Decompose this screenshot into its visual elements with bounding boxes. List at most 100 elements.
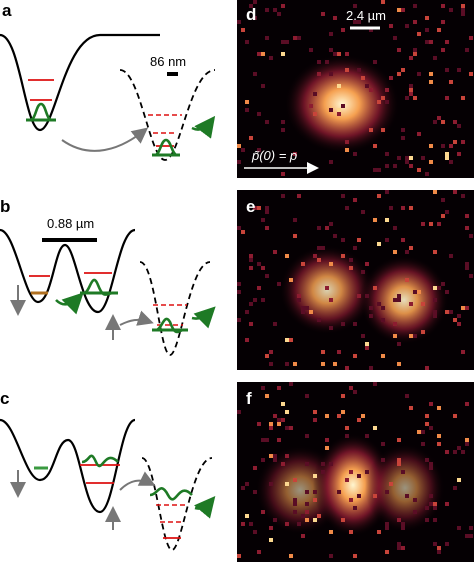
pixel	[381, 306, 385, 310]
pixel	[257, 206, 261, 210]
pixel	[401, 238, 405, 242]
pixel	[345, 434, 349, 438]
pixel	[437, 550, 441, 554]
pixel	[341, 518, 345, 522]
pixel	[465, 306, 469, 310]
pixel	[357, 418, 361, 422]
pixel	[425, 422, 429, 426]
pixel	[381, 96, 385, 100]
pixel	[373, 382, 377, 386]
pixel	[461, 194, 465, 198]
pixel	[281, 52, 285, 56]
pixel	[285, 454, 289, 458]
pixel	[253, 466, 257, 470]
pixel	[305, 394, 309, 398]
pixel	[349, 266, 353, 270]
pixel	[237, 554, 241, 558]
pixel	[433, 542, 437, 546]
pixel	[397, 462, 401, 466]
pixel	[253, 298, 257, 302]
pixel	[317, 246, 321, 250]
pixel	[449, 310, 453, 314]
pixel	[265, 394, 269, 398]
pixel	[305, 462, 309, 466]
pixel	[421, 222, 425, 226]
pixel	[437, 546, 441, 550]
pixel	[461, 306, 465, 310]
pixel	[329, 72, 333, 76]
pixel	[261, 458, 265, 462]
scale-label: 0.88 µm	[47, 216, 94, 231]
pixel	[365, 470, 369, 474]
pixel	[285, 40, 289, 44]
pixel	[297, 522, 301, 526]
pixel	[373, 168, 377, 172]
pixel	[385, 522, 389, 526]
pixel	[457, 68, 461, 72]
pixel	[457, 446, 461, 450]
pixel	[397, 362, 401, 366]
pixel	[321, 12, 325, 16]
pixel	[257, 112, 261, 116]
pixel	[449, 144, 453, 148]
pixel	[453, 318, 457, 322]
pixel	[429, 502, 433, 506]
wavefunction	[154, 138, 178, 157]
pixel	[465, 266, 469, 270]
pixel	[333, 16, 337, 20]
pixel	[253, 490, 257, 494]
pixel	[461, 8, 465, 12]
pixel	[337, 108, 341, 112]
pixel	[409, 84, 413, 88]
pixel	[237, 160, 241, 164]
pixel	[433, 314, 437, 318]
pixel	[261, 266, 265, 270]
pixel	[269, 350, 273, 354]
images	[237, 0, 474, 562]
pixel	[301, 262, 305, 266]
pixel	[329, 554, 333, 558]
pixel	[245, 40, 249, 44]
pixel	[437, 28, 441, 32]
pixel	[341, 254, 345, 258]
pixel	[321, 246, 325, 250]
pixel	[457, 478, 461, 482]
pixel	[289, 426, 293, 430]
pixel	[457, 314, 461, 318]
pixel	[413, 334, 417, 338]
pixel	[349, 386, 353, 390]
pixel	[341, 194, 345, 198]
pixel	[405, 250, 409, 254]
pixel	[393, 298, 397, 302]
pixel	[257, 262, 261, 266]
pixel	[249, 522, 253, 526]
pixel	[429, 462, 433, 466]
pixel	[345, 366, 349, 370]
pixel	[281, 120, 285, 124]
pixel	[317, 72, 321, 76]
pixel	[281, 462, 285, 466]
pixel	[453, 120, 457, 124]
pixel	[341, 410, 345, 414]
pixel	[361, 76, 365, 80]
pixel	[397, 458, 401, 462]
pixel	[345, 206, 349, 210]
panel-b: b 0.88 µm	[0, 197, 216, 356]
pixel	[241, 148, 245, 152]
pixel	[365, 262, 369, 266]
pixel	[249, 254, 253, 258]
pixel	[245, 108, 249, 112]
pixel	[441, 282, 445, 286]
pixel	[309, 310, 313, 314]
pixel	[445, 542, 449, 546]
pixel	[297, 294, 301, 298]
pixel	[393, 164, 397, 168]
potential	[119, 69, 216, 161]
pixel	[469, 72, 473, 76]
pixel	[241, 486, 245, 490]
pixel	[241, 522, 245, 526]
pixel	[341, 322, 345, 326]
pixel	[349, 498, 353, 502]
pixel	[405, 394, 409, 398]
pixel	[265, 36, 269, 40]
